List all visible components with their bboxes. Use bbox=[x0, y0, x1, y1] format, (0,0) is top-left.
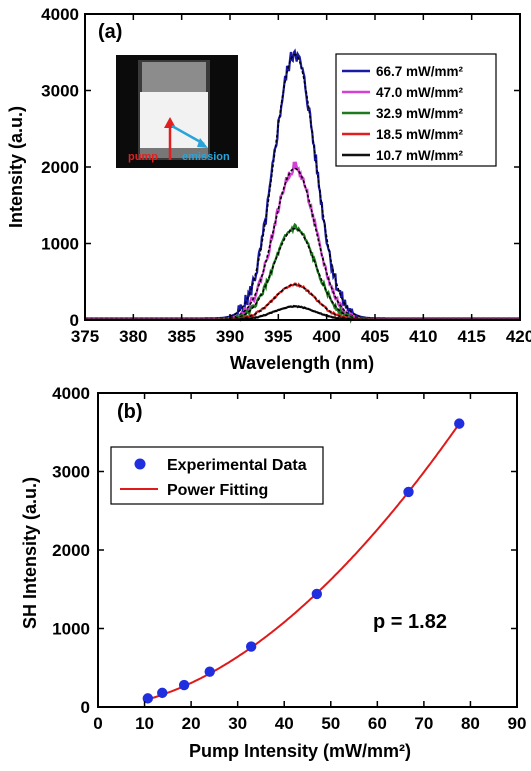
legend-b-entry: Power Fitting bbox=[167, 482, 268, 499]
inset-photo: pump emission bbox=[116, 55, 238, 168]
panel-a-x-tick-label: 395 bbox=[264, 327, 292, 346]
legend-a-entry: 32.9 mW/mm² bbox=[376, 106, 464, 121]
legend-b-entry: Experimental Data bbox=[167, 457, 307, 474]
panel-a-x-tick-label: 380 bbox=[119, 327, 147, 346]
legend-a-entry: 66.7 mW/mm² bbox=[376, 64, 464, 79]
experimental-data-point bbox=[454, 418, 465, 429]
panel-a-y-tick-label: 3000 bbox=[41, 82, 79, 101]
panel-b-x-tick-label: 10 bbox=[135, 714, 154, 733]
panel-b-x-tick-label: 80 bbox=[461, 714, 480, 733]
panel-b-label: (b) bbox=[117, 401, 143, 423]
panel-b-y-tick-label: 0 bbox=[81, 698, 90, 717]
panel-a-x-tick-label: 420 bbox=[506, 327, 531, 346]
panel-a-legend: 66.7 mW/mm² 47.0 mW/mm² 32.9 mW/mm² 18.5 mW… bbox=[335, 53, 497, 167]
panel-b-y-tick-label: 4000 bbox=[52, 384, 90, 403]
panel-a-y-tick-label: 1000 bbox=[41, 235, 79, 254]
panel-b-x-tick-label: 70 bbox=[414, 714, 433, 733]
panel-a-x-axis-title: Wavelength (nm) bbox=[230, 353, 374, 373]
panel-b-x-tick-label: 40 bbox=[275, 714, 294, 733]
experimental-data-point bbox=[204, 666, 215, 677]
panel-b-x-axis-title: Pump Intensity (mW/mm²) bbox=[189, 741, 411, 761]
experimental-data-point bbox=[178, 679, 190, 691]
inset-emission-label: emission bbox=[182, 151, 230, 163]
experimental-data-point bbox=[403, 486, 414, 498]
power-exponent-annotation: p = 1.82 bbox=[373, 611, 447, 633]
panel-a-y-tick-label: 0 bbox=[70, 311, 79, 330]
panel-a-x-tick-label: 400 bbox=[312, 327, 340, 346]
panel-b-x-tick-label: 20 bbox=[182, 714, 201, 733]
experimental-data-point bbox=[157, 687, 168, 699]
panel-a-x-tick-label: 410 bbox=[409, 327, 437, 346]
panel-a-x-tick-label: 415 bbox=[457, 327, 485, 346]
panel-a-label: (a) bbox=[98, 21, 122, 43]
legend-b-marker bbox=[134, 458, 146, 470]
panel-a-x-tick-label: 375 bbox=[71, 327, 99, 346]
panel-b-x-tick-label: 0 bbox=[93, 714, 102, 733]
panel-a-x-tick-label: 405 bbox=[361, 327, 389, 346]
legend-a-entry: 18.5 mW/mm² bbox=[376, 127, 464, 142]
panel-a: 375 380 385 390 395 400 405 410 415 420 0 1000 2000 3… bbox=[6, 5, 531, 373]
panel-b: 0 10 20 30 40 50 60 70 80 90 0 1000 2000 3000 4000 (b)… bbox=[20, 384, 526, 761]
inset-pump-label: pump bbox=[128, 151, 158, 163]
panel-a-y-tick-label: 4000 bbox=[41, 5, 79, 24]
legend-a-entry: 10.7 mW/mm² bbox=[376, 148, 464, 163]
panel-b-x-tick-label: 50 bbox=[321, 714, 340, 733]
panel-b-legend: Experimental Data Power Fitting bbox=[110, 446, 324, 505]
panel-a-x-tick-label: 385 bbox=[167, 327, 195, 346]
panel-b-y-tick-label: 1000 bbox=[52, 620, 90, 639]
panel-b-x-tick-label: 60 bbox=[368, 714, 387, 733]
panel-a-y-axis-title: Intensity (a.u.) bbox=[6, 106, 26, 228]
panel-b-x-tick-label: 30 bbox=[228, 714, 247, 733]
experimental-data-point bbox=[311, 588, 323, 600]
emission-arrow bbox=[171, 124, 205, 146]
emission-arrowhead bbox=[197, 138, 208, 148]
panel-b-plot-area bbox=[142, 418, 465, 704]
panel-b-y-tick-label: 3000 bbox=[52, 463, 90, 482]
panel-b-x-tick-label: 90 bbox=[508, 714, 527, 733]
panel-a-y-tick-label: 2000 bbox=[41, 158, 79, 177]
panel-a-x-tick-label: 390 bbox=[216, 327, 244, 346]
panel-b-y-axis-title: SH Intensity (a.u.) bbox=[20, 477, 40, 629]
experimental-data-point bbox=[245, 641, 257, 652]
experimental-data-point bbox=[142, 693, 154, 704]
legend-a-entry: 47.0 mW/mm² bbox=[376, 85, 464, 100]
panel-b-y-tick-label: 2000 bbox=[52, 541, 90, 560]
